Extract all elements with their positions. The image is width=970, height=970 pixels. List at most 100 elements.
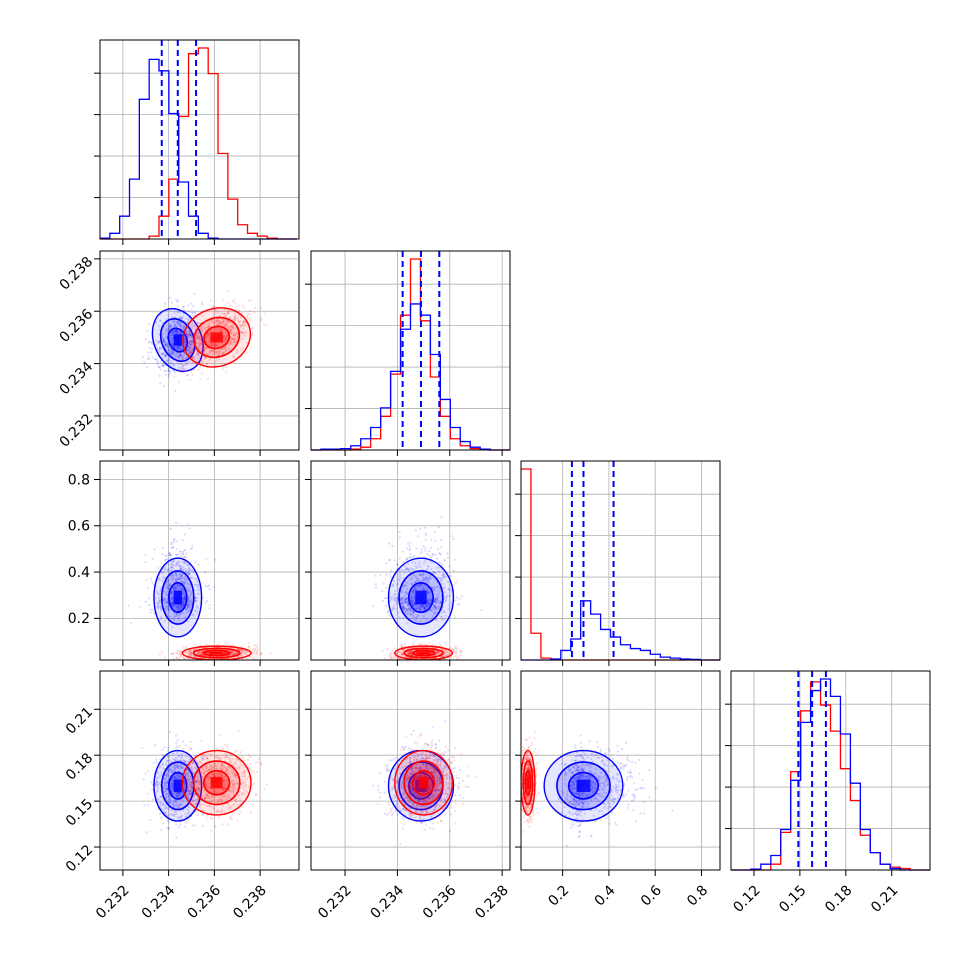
scatter-point [165, 318, 168, 321]
scatter-point [181, 568, 184, 571]
scatter-point [399, 602, 403, 605]
scatter-point [184, 325, 187, 328]
scatter-point [178, 550, 181, 553]
scatter-point [396, 652, 399, 655]
scatter-point [149, 611, 152, 614]
scatter-point [213, 321, 216, 324]
scatter-point [178, 320, 181, 323]
scatter-point [450, 646, 453, 649]
scatter-point [170, 332, 173, 335]
scatter-point [244, 323, 247, 326]
scatter-point [196, 592, 199, 595]
scatter-point [171, 600, 174, 603]
scatter-point [445, 594, 449, 597]
scatter-point [242, 334, 245, 337]
scatter-point [238, 321, 241, 324]
scatter-point [171, 315, 174, 318]
scatter-point [425, 618, 428, 621]
scatter-point [434, 608, 438, 611]
density-peak [418, 651, 429, 655]
scatter-point [166, 593, 169, 596]
scatter-point [382, 582, 385, 585]
scatter-point [372, 605, 375, 608]
scatter-point [174, 353, 177, 356]
scatter-point [422, 545, 425, 548]
scatter-point [219, 322, 222, 325]
scatter-point [162, 353, 165, 356]
scatter-point [237, 310, 240, 313]
scatter-point [251, 656, 254, 659]
scatter-point [177, 356, 180, 359]
scatter-point [155, 339, 158, 342]
scatter-point [420, 548, 423, 551]
scatter-point [187, 345, 190, 348]
scatter-point [454, 599, 457, 602]
scatter-point [142, 355, 145, 359]
scatter-point [208, 349, 212, 352]
scatter-point [198, 342, 201, 345]
scatter-point [242, 323, 245, 326]
scatter-point [406, 607, 409, 611]
scatter-point [183, 368, 186, 371]
panel-frame [99, 250, 300, 451]
scatter-point [429, 609, 432, 612]
scatter-point [404, 598, 407, 601]
scatter-point [199, 339, 202, 342]
scatter-point [434, 539, 437, 542]
scatter-point [172, 604, 175, 607]
scatter-point [443, 559, 446, 562]
scatter-point [223, 651, 226, 655]
scatter-point [144, 554, 147, 557]
scatter-point [162, 384, 166, 388]
scatter-point [168, 352, 172, 356]
scatter-point [418, 643, 421, 646]
scatter-point [176, 300, 179, 303]
scatter-point [216, 319, 219, 322]
scatter-point [190, 569, 193, 572]
scatter-point [164, 566, 167, 569]
scatter-point [216, 326, 219, 329]
scatter-point [174, 586, 177, 589]
scatter-point [441, 648, 444, 651]
scatter-point [162, 364, 165, 367]
scatter-point [176, 745, 179, 748]
scatter-point [400, 568, 403, 571]
scatter-point [233, 334, 236, 337]
scatter-point [436, 597, 439, 600]
scatter-point [434, 606, 437, 609]
scatter-point [238, 649, 241, 652]
scatter-point [174, 572, 177, 575]
scatter-point [402, 606, 405, 609]
scatter-point [423, 577, 426, 580]
scatter-point [171, 339, 174, 342]
scatter-point [221, 347, 225, 350]
scatter-point [222, 320, 226, 323]
scatter-point [414, 562, 417, 565]
scatter-point [190, 334, 193, 337]
scatter-point [164, 373, 167, 376]
scatter-point [197, 353, 200, 356]
scatter-point [178, 613, 181, 616]
scatter-point [165, 606, 168, 609]
scatter-point [417, 535, 420, 538]
scatter-point [408, 607, 411, 611]
scatter-point [180, 576, 183, 579]
scatter-point [175, 587, 178, 590]
scatter-point [189, 651, 192, 654]
scatter-point [218, 351, 221, 354]
scatter-point [178, 614, 181, 617]
scatter-point [165, 590, 168, 593]
scatter-point [245, 330, 248, 333]
scatter-point [175, 562, 178, 566]
scatter-point [480, 608, 483, 612]
scatter-point [183, 581, 187, 584]
scatter-point [185, 580, 188, 583]
scatter-point [398, 573, 402, 576]
scatter-point [240, 316, 243, 319]
scatter-point [171, 652, 174, 655]
scatter-point [171, 334, 174, 337]
scatter-point [216, 352, 219, 355]
scatter-point [191, 357, 194, 360]
scatter-point [220, 329, 224, 332]
